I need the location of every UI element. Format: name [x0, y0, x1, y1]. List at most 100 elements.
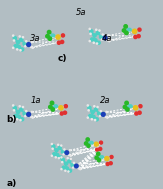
Circle shape — [123, 24, 128, 29]
Circle shape — [101, 38, 103, 41]
Circle shape — [55, 34, 61, 40]
Circle shape — [67, 157, 69, 160]
Circle shape — [61, 158, 65, 162]
Circle shape — [133, 35, 138, 39]
Circle shape — [26, 42, 31, 47]
Circle shape — [24, 115, 27, 117]
Circle shape — [61, 33, 65, 38]
Circle shape — [22, 41, 27, 46]
Circle shape — [67, 170, 70, 173]
Circle shape — [26, 112, 31, 117]
Circle shape — [109, 155, 114, 159]
Circle shape — [54, 104, 58, 108]
Circle shape — [128, 28, 132, 32]
Circle shape — [25, 40, 28, 43]
Circle shape — [129, 104, 133, 108]
Circle shape — [19, 37, 24, 42]
Circle shape — [137, 27, 142, 32]
Circle shape — [63, 110, 67, 115]
Text: c): c) — [58, 54, 68, 63]
Circle shape — [68, 154, 70, 156]
Circle shape — [137, 110, 142, 115]
Circle shape — [96, 40, 101, 45]
Circle shape — [60, 40, 64, 44]
Circle shape — [51, 154, 53, 157]
Text: 2a: 2a — [100, 96, 110, 105]
Circle shape — [20, 117, 24, 122]
Circle shape — [50, 101, 54, 105]
Circle shape — [138, 104, 143, 108]
Circle shape — [51, 144, 56, 149]
Circle shape — [59, 111, 64, 116]
Circle shape — [85, 137, 90, 142]
Circle shape — [96, 42, 98, 45]
Circle shape — [54, 148, 59, 153]
Circle shape — [109, 161, 113, 165]
Circle shape — [95, 28, 97, 31]
Circle shape — [63, 148, 66, 151]
Circle shape — [16, 118, 19, 121]
Circle shape — [30, 46, 32, 48]
Text: 1a: 1a — [30, 96, 41, 105]
Circle shape — [94, 141, 99, 147]
Circle shape — [99, 140, 103, 145]
Circle shape — [106, 116, 109, 119]
Circle shape — [87, 116, 89, 119]
Circle shape — [64, 170, 67, 172]
Circle shape — [58, 146, 62, 150]
Circle shape — [107, 34, 110, 37]
Circle shape — [101, 33, 104, 36]
Circle shape — [97, 111, 102, 116]
Circle shape — [70, 163, 75, 167]
Circle shape — [50, 107, 55, 112]
Circle shape — [31, 111, 33, 113]
Circle shape — [18, 105, 21, 108]
Circle shape — [93, 38, 98, 43]
Circle shape — [51, 147, 54, 150]
Circle shape — [72, 166, 74, 169]
Circle shape — [13, 36, 17, 40]
Text: b): b) — [7, 115, 17, 125]
Circle shape — [74, 163, 79, 169]
Circle shape — [20, 47, 24, 52]
Circle shape — [133, 105, 138, 111]
Circle shape — [101, 112, 106, 117]
Circle shape — [57, 143, 59, 146]
Circle shape — [19, 107, 24, 112]
Circle shape — [93, 105, 96, 108]
Circle shape — [90, 110, 95, 114]
Circle shape — [87, 104, 89, 107]
Circle shape — [104, 115, 107, 118]
Circle shape — [12, 34, 15, 37]
Circle shape — [19, 119, 22, 121]
Circle shape — [45, 34, 50, 39]
Circle shape — [103, 35, 108, 40]
Circle shape — [124, 101, 129, 105]
Circle shape — [13, 109, 15, 112]
Circle shape — [57, 40, 61, 45]
Circle shape — [134, 111, 139, 116]
Circle shape — [24, 45, 27, 47]
Circle shape — [58, 155, 63, 160]
Circle shape — [86, 143, 91, 148]
Circle shape — [16, 40, 20, 44]
Circle shape — [90, 37, 94, 42]
Circle shape — [90, 141, 94, 145]
Circle shape — [78, 162, 81, 165]
Circle shape — [136, 34, 141, 38]
Circle shape — [105, 162, 110, 166]
Circle shape — [48, 105, 53, 109]
Circle shape — [105, 111, 108, 113]
Circle shape — [100, 155, 104, 159]
Circle shape — [95, 147, 99, 152]
Circle shape — [58, 157, 60, 159]
Circle shape — [92, 33, 97, 38]
Circle shape — [99, 35, 103, 39]
Circle shape — [89, 33, 92, 35]
Circle shape — [19, 49, 22, 52]
Circle shape — [31, 116, 34, 119]
Circle shape — [73, 162, 75, 164]
Circle shape — [87, 106, 92, 110]
Circle shape — [52, 152, 56, 156]
Circle shape — [124, 30, 129, 35]
